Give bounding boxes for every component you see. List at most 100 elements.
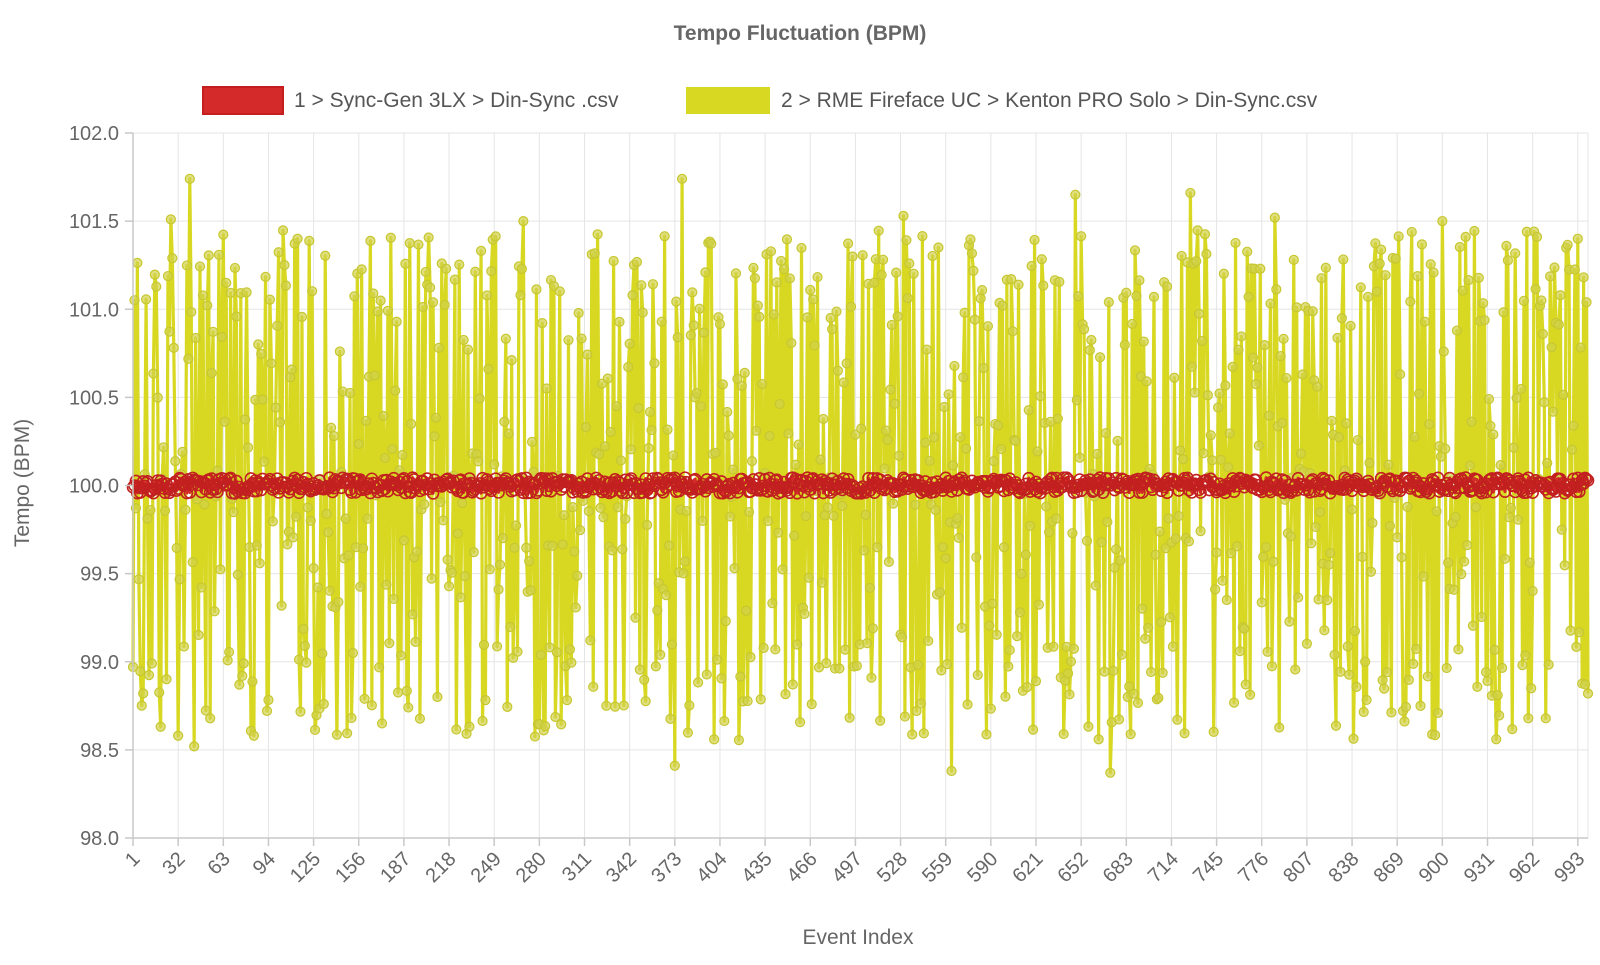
series-2-point [1432,707,1444,719]
x-tick-label: 993 [1550,848,1589,887]
series-2-point [518,216,529,227]
x-tick-label: 94 [249,848,280,879]
series-2-point [1070,189,1081,200]
x-tick-label: 435 [737,848,776,887]
series-2-point [582,349,593,360]
series-2-point [644,406,656,418]
series-2-point [1319,625,1330,636]
x-tick-label: 683 [1099,848,1138,887]
series-2-point [541,383,552,394]
series-2-point [524,556,535,567]
legend[interactable]: 1 > Sync-Gen 3LX > Din-Sync .csv 2 > RME… [202,86,1318,115]
series-2-point [435,496,446,508]
series-2-point [1462,540,1473,551]
series-2-point [1195,526,1206,537]
series-2-point [1341,418,1352,429]
series-2-point [1499,553,1511,564]
series-2-point [965,234,976,245]
series-2-point [767,598,778,609]
series-2-point [652,605,663,616]
series-2-point [1565,625,1576,636]
series-2-point [382,305,393,316]
series-2-point [133,574,144,585]
legend-swatch-series-2[interactable] [686,87,770,114]
series-2-point [307,286,318,297]
series-2-point [831,306,842,317]
series-2-point [219,416,230,427]
series-2-point [270,402,281,413]
series-2-point [187,557,198,568]
series-2-point [743,506,755,518]
series-2-point [879,463,890,474]
series-2-point [1527,585,1538,597]
series-2-point [1215,454,1227,465]
series-2-point [1416,239,1428,250]
series-2-point [575,525,586,536]
series-2-point [805,284,816,296]
series-2-point [499,416,510,427]
series-2-point [146,658,158,669]
series-2-point [695,401,707,412]
series-2-point [946,765,957,777]
series-2-point [1413,388,1425,399]
series-2-point [1167,641,1179,652]
series-2-point [1314,507,1326,518]
series-2-point [825,312,836,324]
series-2-point [930,504,941,516]
series-2-point [943,389,954,400]
series-2-point [1129,245,1141,256]
series-2-point [247,676,258,687]
series-2-point [384,638,395,649]
series-2-point [564,644,576,655]
series-1-point [1580,472,1593,486]
legend-swatch-series-1[interactable] [202,86,284,115]
series-2-point [764,430,775,442]
legend-label-series-1[interactable]: 1 > Sync-Gen 3LX > Din-Sync .csv [294,89,619,112]
series-2-point [1010,435,1021,447]
series-2-point [433,342,444,353]
series-1-point [158,486,172,500]
series-2-point [869,277,880,288]
series-2-point [515,290,526,301]
series-2-point [1210,584,1221,595]
series-2-point [390,385,401,396]
series-2-point [723,430,734,441]
series-2-point [746,455,758,467]
series-2-point [864,582,876,593]
series-2-point [1242,246,1253,257]
series-2-point [1293,592,1304,603]
series-2-point [1355,282,1366,293]
series-2-point [1000,691,1011,702]
series-2-point [1495,460,1506,471]
series-2-point [736,380,747,391]
series-2-point [1351,681,1362,693]
x-tick-label: 218 [421,848,460,887]
series-2-point [1402,501,1413,513]
series-2-point [1448,584,1460,595]
series-2-point [149,269,160,280]
series-2-point [1094,352,1106,363]
series-2-point [1403,674,1414,685]
series-2-point [1163,513,1174,524]
series-2-point [1288,254,1299,265]
series-2-point [1112,435,1123,446]
series-2-point [1578,272,1589,283]
series-2-point [1220,380,1231,391]
series-2-point [1161,281,1173,292]
series-1-point [1473,484,1487,498]
series-2-point [490,231,501,242]
series-2-point [242,442,254,453]
series-2-point [1006,274,1017,285]
legend-label-series-2[interactable]: 2 > RME Fireface UC > Kenton PRO Solo > … [781,89,1318,112]
series-2-point [917,231,928,242]
series-2-point [682,727,694,738]
series-2-point [413,239,424,250]
series-2-point [1380,270,1391,281]
series-2-point [1084,345,1095,356]
series-2-point [888,498,899,509]
y-tick-label: 98.5 [80,740,119,762]
series-2-point [359,693,370,704]
series-2-point [462,344,474,355]
series-2-point [1572,233,1583,244]
series-2-point [1558,389,1569,400]
